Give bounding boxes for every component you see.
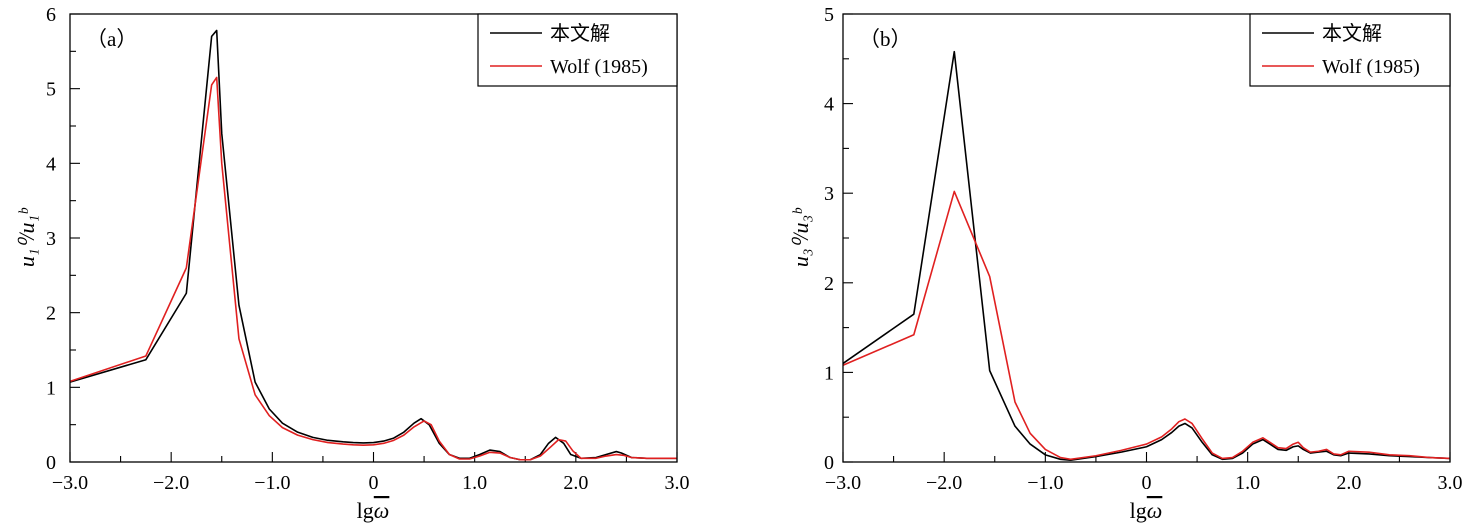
chart-a-ytick-label-7: 6	[46, 4, 56, 26]
chart-b-ytick-label-2: 1	[824, 362, 834, 384]
chart-a-xtick-label-7: 3.0	[665, 472, 690, 494]
chart-b-xtick-label-6: 2.0	[1336, 472, 1361, 494]
chart-b-ytick-label-5: 4	[824, 94, 834, 116]
chart-b-legend-box	[1249, 13, 1451, 87]
chart-a-xtick-label-5: 1.0	[462, 472, 487, 494]
chart-b-legend: 本文解 Wolf (1985)	[1249, 13, 1451, 87]
chart-a: −3.0 −2.0 −1.0 0 1.0 2.0 3.0 0 1 2 3 4 5…	[14, 4, 690, 523]
chart-a-xtick-label-6: 2.0	[563, 472, 588, 494]
chart-a-series-2-line	[69, 76, 677, 461]
chart-a-panel-label: （a）	[86, 27, 137, 51]
chart-a-ytick-label-5: 4	[46, 153, 56, 175]
chart-a-ytick-label-1: 0	[46, 452, 56, 474]
chart-b-xtick-label-2: −2.0	[926, 472, 962, 494]
chart-b-xtick-label-1: −3.0	[825, 472, 861, 494]
chart-a-xtick-label-3: −1.0	[254, 472, 290, 494]
chart-a-xtick-label-4: 0	[369, 472, 379, 494]
chart-b-ylabel: u₃⁰/u₃ᵇ	[788, 207, 813, 267]
chart-a-series-1-line	[69, 29, 677, 461]
chart-b-ytick-label-3: 2	[824, 273, 834, 295]
chart-b: −3.0 −2.0 −1.0 0 1.0 2.0 3.0 0 1 2 3 4 5…	[788, 4, 1463, 523]
chart-b-xlabel-symbol: ω	[1147, 498, 1163, 523]
chart-b-series	[842, 50, 1451, 462]
chart-a-legend-box	[477, 13, 678, 87]
chart-b-legend-label-1: 本文解	[1322, 22, 1382, 45]
chart-a-xtick-labels: −3.0 −2.0 −1.0 0 1.0 2.0 3.0	[52, 472, 690, 494]
chart-a-legend-label-1: 本文解	[550, 22, 610, 45]
chart-b-ytick-label-1: 0	[824, 452, 834, 474]
chart-b-xtick-label-7: 3.0	[1438, 472, 1463, 494]
chart-a-xtick-label-2: −2.0	[153, 472, 189, 494]
chart-b-axes-frame	[842, 13, 1451, 463]
chart-a-legend-label-2: Wolf (1985)	[550, 56, 648, 78]
chart-a-xtick-label-1: −3.0	[52, 472, 88, 494]
chart-a-xlabel: lgω	[357, 498, 390, 523]
chart-a-xlabel-base: lg	[357, 498, 374, 523]
chart-b-series-2-line	[842, 190, 1451, 461]
chart-b-xtick-label-5: 1.0	[1235, 472, 1260, 494]
chart-a-ytick-label-6: 5	[46, 79, 56, 101]
chart-a-ytick-label-2: 1	[46, 377, 56, 399]
chart-a-ytick-labels: 0 1 2 3 4 5 6	[46, 4, 56, 474]
chart-a-series	[69, 29, 677, 461]
chart-b-ytick-label-4: 3	[824, 183, 834, 205]
chart-b-xlabel: lgω	[1130, 498, 1163, 523]
chart-b-xtick-label-4: 0	[1142, 472, 1152, 494]
chart-b-legend-label-2: Wolf (1985)	[1322, 56, 1420, 78]
chart-a-legend: 本文解 Wolf (1985)	[477, 13, 678, 87]
chart-a-ylabel: u₁⁰/u₁ᵇ	[14, 207, 39, 267]
chart-b-ytick-label-6: 5	[824, 4, 834, 26]
chart-b-xtick-label-3: −1.0	[1027, 472, 1063, 494]
chart-b-xtick-labels: −3.0 −2.0 −1.0 0 1.0 2.0 3.0	[825, 472, 1463, 494]
chart-b-xlabel-base: lg	[1130, 498, 1147, 523]
chart-a-ytick-label-3: 2	[46, 303, 56, 325]
chart-a-ytick-label-4: 3	[46, 228, 56, 250]
chart-a-axes-frame	[69, 13, 678, 463]
chart-b-series-1-line	[842, 50, 1451, 462]
chart-b-panel-label: （b）	[859, 27, 912, 51]
chart-a-xlabel-symbol: ω	[374, 498, 390, 523]
chart-b-ytick-labels: 0 1 2 3 4 5	[824, 4, 834, 474]
